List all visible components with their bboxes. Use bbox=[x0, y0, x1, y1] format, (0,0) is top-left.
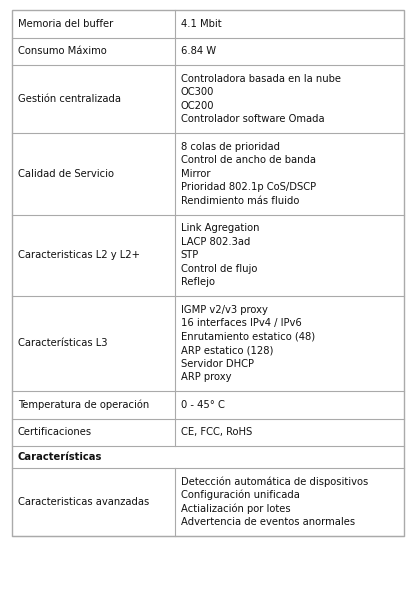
Bar bbox=[12, 38, 404, 65]
Text: Caracteristicas avanzadas: Caracteristicas avanzadas bbox=[18, 497, 149, 507]
Text: Enrutamiento estatico (48): Enrutamiento estatico (48) bbox=[181, 332, 315, 342]
Text: Servidor DHCP: Servidor DHCP bbox=[181, 359, 254, 369]
Text: IGMP v2/v3 proxy: IGMP v2/v3 proxy bbox=[181, 305, 267, 315]
Bar bbox=[12, 65, 404, 133]
Bar bbox=[12, 214, 404, 296]
Text: STP: STP bbox=[181, 250, 199, 260]
Text: Reflejo: Reflejo bbox=[181, 277, 215, 287]
Bar bbox=[12, 10, 404, 536]
Text: CE, FCC, RoHS: CE, FCC, RoHS bbox=[181, 427, 252, 437]
Text: Caracteristicas L2 y L2+: Caracteristicas L2 y L2+ bbox=[18, 250, 140, 260]
Text: Controladora basada en la nube: Controladora basada en la nube bbox=[181, 74, 341, 84]
Bar bbox=[12, 419, 404, 446]
Text: Detección automática de dispositivos: Detección automática de dispositivos bbox=[181, 477, 368, 487]
Text: Prioridad 802.1p CoS/DSCP: Prioridad 802.1p CoS/DSCP bbox=[181, 182, 316, 192]
Text: Calidad de Servicio: Calidad de Servicio bbox=[18, 169, 114, 178]
Text: ARP estatico (128): ARP estatico (128) bbox=[181, 345, 273, 355]
Bar bbox=[12, 391, 404, 419]
Text: Gestión centralizada: Gestión centralizada bbox=[18, 94, 121, 104]
Text: Características L3: Características L3 bbox=[18, 339, 107, 349]
Text: Actialización por lotes: Actialización por lotes bbox=[181, 504, 290, 514]
Text: Controlador software Omada: Controlador software Omada bbox=[181, 114, 324, 124]
Text: Memoria del buffer: Memoria del buffer bbox=[18, 19, 113, 29]
Bar bbox=[12, 133, 404, 214]
Text: 16 interfaces IPv4 / IPv6: 16 interfaces IPv4 / IPv6 bbox=[181, 318, 302, 328]
Bar bbox=[12, 468, 404, 536]
Text: 4.1 Mbit: 4.1 Mbit bbox=[181, 19, 221, 29]
Text: OC200: OC200 bbox=[181, 101, 214, 111]
Text: Consumo Máximo: Consumo Máximo bbox=[18, 47, 107, 57]
Text: Control de flujo: Control de flujo bbox=[181, 264, 257, 274]
Text: Control de ancho de banda: Control de ancho de banda bbox=[181, 155, 316, 166]
Text: ARP proxy: ARP proxy bbox=[181, 372, 231, 382]
Text: Advertencia de eventos anormales: Advertencia de eventos anormales bbox=[181, 517, 355, 527]
Text: Link Agregation: Link Agregation bbox=[181, 223, 259, 233]
Text: Características: Características bbox=[18, 452, 102, 462]
Text: LACP 802.3ad: LACP 802.3ad bbox=[181, 237, 250, 247]
Text: OC300: OC300 bbox=[181, 87, 214, 97]
Text: 8 colas de prioridad: 8 colas de prioridad bbox=[181, 142, 280, 152]
Text: Temperatura de operación: Temperatura de operación bbox=[18, 399, 149, 410]
Bar bbox=[12, 296, 404, 391]
Bar bbox=[12, 10, 404, 38]
Text: Rendimiento más fluido: Rendimiento más fluido bbox=[181, 196, 299, 206]
Text: Certificaciones: Certificaciones bbox=[18, 427, 92, 437]
Text: 6.84 W: 6.84 W bbox=[181, 47, 216, 57]
Text: Mirror: Mirror bbox=[181, 169, 210, 178]
Text: Configuración unificada: Configuración unificada bbox=[181, 490, 300, 501]
Text: 0 - 45° C: 0 - 45° C bbox=[181, 400, 225, 410]
Bar bbox=[12, 446, 404, 468]
